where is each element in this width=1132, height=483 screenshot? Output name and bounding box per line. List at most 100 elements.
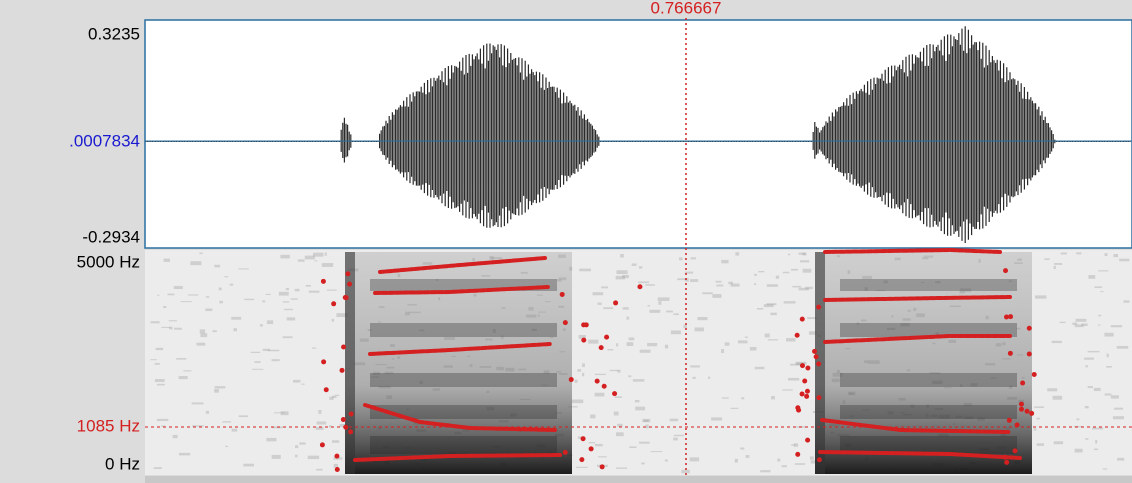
noise xyxy=(192,402,204,404)
noise xyxy=(1088,275,1095,279)
noise xyxy=(1072,323,1077,325)
noise xyxy=(295,445,298,448)
noise xyxy=(577,369,581,372)
noise xyxy=(284,309,293,310)
noise xyxy=(192,425,204,426)
noise xyxy=(222,421,231,422)
page: 0.766667 0.3235 .0007834 -0.2934 5000 Hz… xyxy=(0,0,1132,483)
noise xyxy=(708,377,710,379)
noise xyxy=(1113,254,1118,257)
formant-point xyxy=(800,363,805,368)
noise xyxy=(1123,300,1129,302)
wave-max: 0.3235 xyxy=(88,24,140,43)
noise xyxy=(244,299,254,300)
noise xyxy=(765,334,770,338)
wave-zero: .0007834 xyxy=(69,131,140,150)
noise xyxy=(200,333,207,337)
formant-point xyxy=(814,354,819,359)
noise xyxy=(302,384,305,385)
noise xyxy=(318,410,321,414)
noise xyxy=(690,457,699,461)
noise xyxy=(803,269,812,273)
noise xyxy=(610,370,619,371)
noise xyxy=(601,286,608,288)
formant-point xyxy=(795,452,800,457)
noise xyxy=(174,286,183,289)
noise xyxy=(645,284,655,286)
noise xyxy=(576,467,588,468)
noise xyxy=(638,281,649,283)
noise xyxy=(316,469,322,471)
noise xyxy=(1036,418,1039,420)
noise xyxy=(1086,365,1088,367)
noise xyxy=(173,435,178,438)
formant-point xyxy=(320,442,325,447)
formant-point xyxy=(581,338,586,343)
noise xyxy=(588,340,598,344)
noise xyxy=(1084,358,1094,360)
noise xyxy=(272,455,281,459)
spec-cursor-freq: 1085 Hz xyxy=(77,416,140,435)
formant-point xyxy=(331,301,336,306)
noise xyxy=(1054,441,1063,444)
noise xyxy=(280,255,289,259)
noise xyxy=(150,359,157,360)
formant-point xyxy=(341,417,346,422)
noise xyxy=(767,284,778,287)
noise xyxy=(199,253,202,254)
formant-point xyxy=(563,450,568,455)
noise xyxy=(691,257,696,259)
formant-point xyxy=(802,378,807,383)
formant-point xyxy=(1004,460,1009,465)
noise xyxy=(299,442,305,444)
noise xyxy=(233,328,237,331)
noise xyxy=(628,375,631,377)
noise xyxy=(291,298,298,299)
noise xyxy=(157,419,168,421)
formant-band xyxy=(840,279,1017,291)
noise xyxy=(1061,253,1067,255)
noise xyxy=(1047,388,1057,391)
noise xyxy=(1085,438,1088,440)
noise xyxy=(154,467,162,469)
noise xyxy=(593,292,604,295)
formant-point xyxy=(1032,372,1037,377)
noise xyxy=(196,343,205,346)
noise xyxy=(332,319,334,322)
noise xyxy=(582,363,585,367)
noise xyxy=(238,268,248,269)
noise xyxy=(214,389,219,393)
noise xyxy=(1044,258,1049,260)
noise xyxy=(648,305,650,306)
noise xyxy=(1094,449,1098,451)
formant-point xyxy=(579,457,584,462)
noise xyxy=(287,317,295,320)
noise xyxy=(308,456,319,459)
noise xyxy=(716,281,722,283)
noise xyxy=(740,448,744,450)
noise xyxy=(225,446,228,447)
noise xyxy=(224,276,228,277)
formant-point xyxy=(1027,326,1032,331)
noise xyxy=(792,286,801,288)
formant-point xyxy=(581,322,586,327)
noise xyxy=(810,456,814,459)
noise xyxy=(157,295,159,296)
cursor-time: 0.766667 xyxy=(651,0,722,17)
noise xyxy=(1094,286,1102,288)
formant-point xyxy=(345,271,350,276)
noise xyxy=(190,261,201,265)
formant-point xyxy=(602,384,607,389)
noise xyxy=(164,259,170,262)
noise xyxy=(1052,341,1062,343)
noise xyxy=(579,269,591,272)
noise xyxy=(791,444,795,445)
noise xyxy=(623,307,629,310)
noise xyxy=(1119,259,1129,262)
formant-point xyxy=(795,333,800,338)
noise xyxy=(314,260,317,261)
noise xyxy=(1076,252,1081,254)
formant-point xyxy=(343,295,348,300)
noise xyxy=(616,343,618,346)
noise xyxy=(741,397,744,399)
